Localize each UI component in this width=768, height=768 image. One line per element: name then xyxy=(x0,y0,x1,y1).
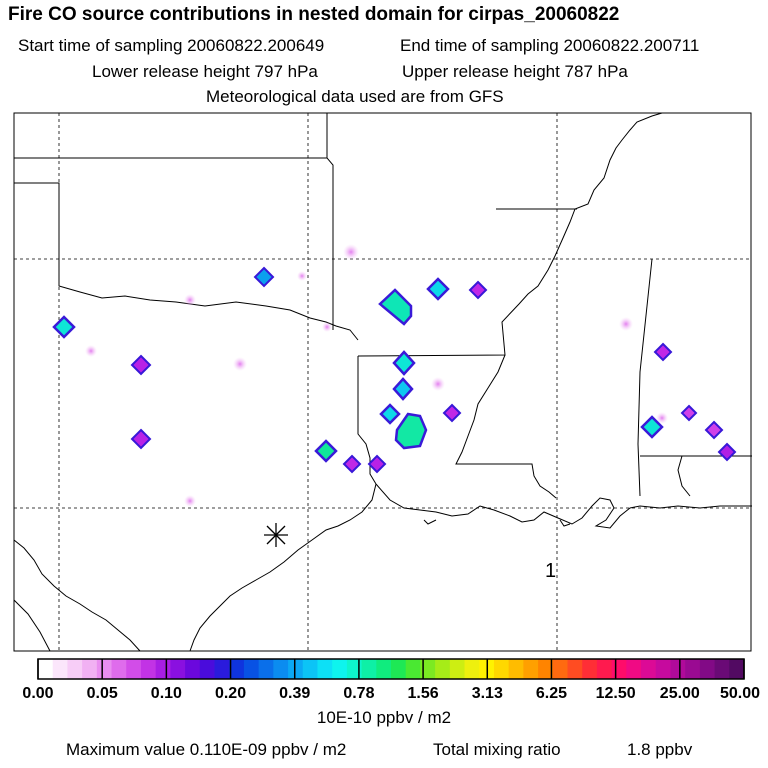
colorbar-swatch xyxy=(361,659,377,679)
colorbar-swatch xyxy=(567,659,583,679)
colorbar-swatch xyxy=(317,659,333,679)
colorbar-swatch xyxy=(464,659,480,679)
colorbar-swatch xyxy=(302,659,318,679)
colorbar-tick-label: 0.20 xyxy=(214,685,247,702)
colorbar-swatch xyxy=(229,659,245,679)
colorbar-swatch xyxy=(552,659,568,679)
colorbar-swatch xyxy=(582,659,598,679)
colorbar-swatch xyxy=(508,659,524,679)
colorbar-swatch xyxy=(538,659,554,679)
colorbar-swatch xyxy=(258,659,274,679)
rio-grande-border xyxy=(13,539,141,652)
colorbar-swatch xyxy=(626,659,642,679)
colorbar-tick-label: 0.00 xyxy=(22,685,54,702)
fire-plumes xyxy=(52,244,737,507)
coastline xyxy=(189,483,752,652)
colorbar-swatch xyxy=(523,659,539,679)
colorbar-swatch xyxy=(405,659,421,679)
colorbar-swatch xyxy=(52,659,68,679)
colorbar-tick-label: 0.05 xyxy=(86,685,118,702)
release-location-marker xyxy=(264,523,288,547)
colorbar-swatch xyxy=(493,659,510,679)
colorbar-swatch xyxy=(185,659,201,679)
colorbar-swatch xyxy=(155,659,171,679)
graticule xyxy=(14,113,751,651)
colorbar-swatch xyxy=(655,659,671,679)
colorbar-swatch xyxy=(670,659,686,679)
colorbar-tick-label: 0.78 xyxy=(343,685,375,702)
colorbar-swatch xyxy=(126,659,142,679)
colorbar-tick-label: 0.10 xyxy=(150,685,182,702)
end-time-text: End time of sampling 20060822.200711 xyxy=(400,36,700,55)
colorbar-swatch xyxy=(611,659,627,679)
upper-release-text: Upper release height 787 hPa xyxy=(402,62,628,81)
colorbar-swatch xyxy=(376,659,392,679)
colorbar-swatch xyxy=(391,659,407,679)
map-frame xyxy=(13,112,752,652)
colorbar-swatch xyxy=(38,659,54,679)
met-data-text: Meteorological data used are from GFS xyxy=(206,87,504,106)
total-mixing-label: Total mixing ratio xyxy=(433,740,561,759)
colorbar-swatch xyxy=(596,659,613,679)
colorbar-tick-label: 25.00 xyxy=(659,685,700,702)
point-label: 1 xyxy=(545,560,556,582)
colorbar-swatch xyxy=(699,659,716,679)
colorbar xyxy=(37,658,745,680)
start-time-text: Start time of sampling 20060822.200649 xyxy=(18,36,325,55)
colorbar-tick-label: 12.50 xyxy=(595,685,636,702)
colorbar-swatch xyxy=(170,659,186,679)
max-value-text: Maximum value 0.110E-09 ppbv / m2 xyxy=(66,740,347,759)
colorbar-swatch xyxy=(214,659,230,679)
total-mixing-value: 1.8 ppbv xyxy=(627,740,693,759)
colorbar-swatch xyxy=(714,659,730,679)
colorbar-swatch xyxy=(449,659,466,679)
colorbar-units: 10E-10 ppbv / m2 xyxy=(316,708,452,727)
colorbar-swatch xyxy=(346,659,363,679)
colorbar-swatch xyxy=(67,659,83,679)
colorbar-swatch xyxy=(82,659,98,679)
colorbar-swatch xyxy=(288,659,304,679)
colorbar-swatch xyxy=(199,659,215,679)
colorbar-swatch xyxy=(332,659,348,679)
plot-title: Fire CO source contributions in nested d… xyxy=(8,4,620,25)
colorbar-tick-label: 0.39 xyxy=(279,685,311,702)
colorbar-tick-label: 50.00 xyxy=(719,685,761,702)
colorbar-tick-label: 3.13 xyxy=(471,685,503,702)
colorbar-swatch xyxy=(243,659,260,679)
colorbar-tick-label: 6.25 xyxy=(535,685,568,702)
colorbar-swatch xyxy=(111,659,127,679)
lower-release-text: Lower release height 797 hPa xyxy=(92,62,318,81)
colorbar-swatch xyxy=(96,659,113,679)
colorbar-swatch xyxy=(273,659,289,679)
colorbar-swatch xyxy=(685,659,701,679)
colorbar-swatch xyxy=(641,659,657,679)
colorbar-tick-label: 1.56 xyxy=(407,685,439,702)
colorbar-swatch xyxy=(435,659,451,679)
colorbar-swatch xyxy=(140,659,157,679)
colorbar-swatch xyxy=(729,659,745,679)
colorbar-swatch xyxy=(420,659,436,679)
